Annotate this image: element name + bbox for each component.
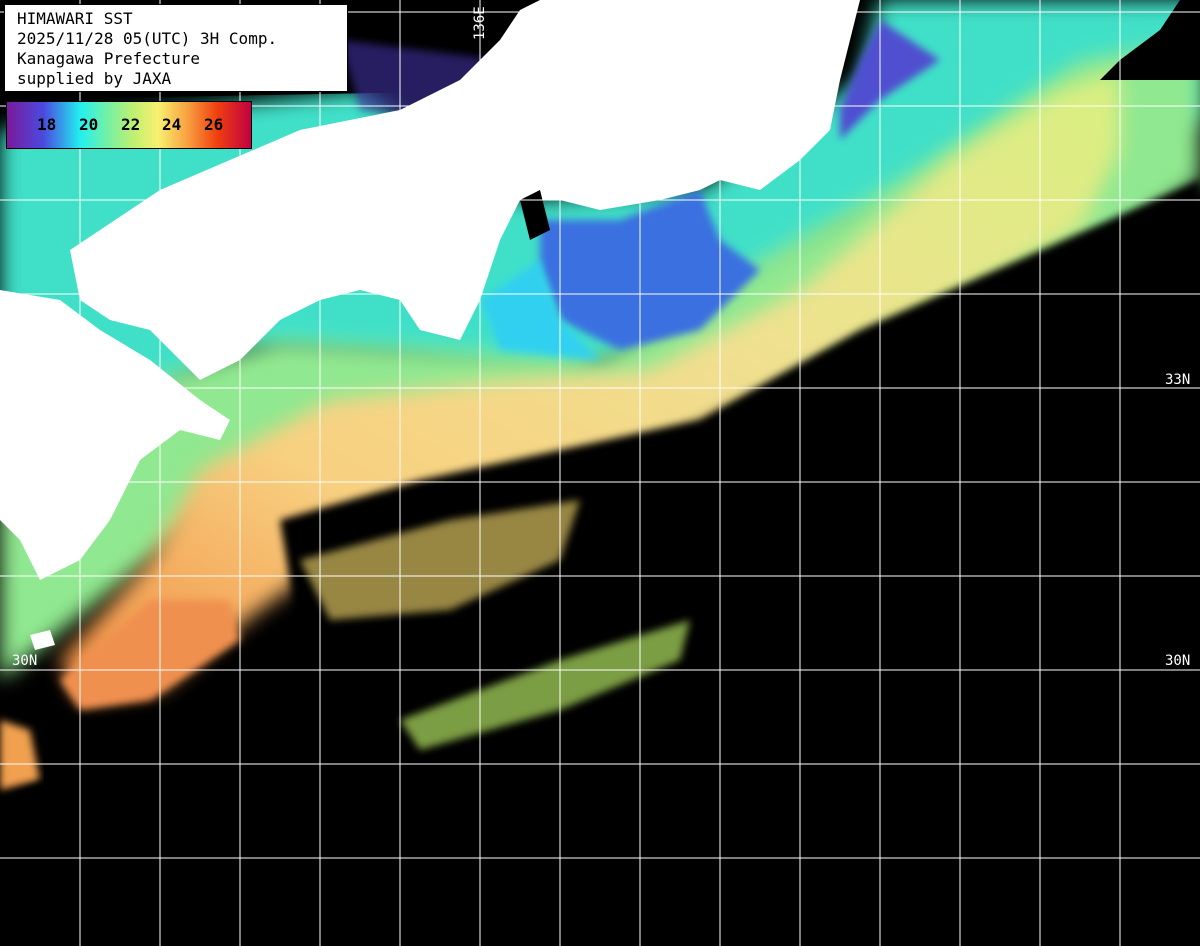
scale-tick: 22	[121, 115, 141, 134]
title-line: HIMAWARI SST	[17, 9, 133, 28]
warm-core	[60, 600, 240, 710]
land-honshu	[70, 0, 860, 380]
southwest-warm-patch	[0, 720, 40, 790]
northeast-cold-water	[840, 20, 940, 140]
patchy-warm-water	[300, 500, 580, 620]
land-island	[30, 630, 55, 650]
scale-tick: 24	[162, 115, 182, 134]
patchy-green-water	[400, 620, 690, 750]
scale-tick: 20	[79, 115, 99, 134]
lon-label-136e: 136E	[472, 6, 488, 40]
title-box: HIMAWARI SST 2025/11/28 05(UTC) 3H Comp. K…	[4, 4, 348, 92]
credit-line: supplied by JAXA	[17, 69, 172, 88]
bay-cold-water	[540, 190, 760, 350]
land-northeast	[1100, 0, 1200, 80]
bay-cyan-water	[480, 260, 600, 360]
land-shikoku	[0, 290, 230, 580]
lat-label-30n-left: 30N	[12, 653, 38, 669]
scale-tick: 18	[37, 115, 57, 134]
datetime-line: 2025/11/28 05(UTC) 3H Comp.	[17, 29, 278, 48]
scale-tick: 26	[204, 115, 224, 134]
cloud-gap	[0, 180, 1200, 946]
lat-label-33-left: 33	[10, 372, 27, 388]
region-line: Kanagawa Prefecture	[17, 49, 201, 68]
lat-label-30n: 30N	[1165, 653, 1191, 669]
lat-label-33n: 33N	[1165, 372, 1191, 388]
land-kii-coast	[520, 190, 550, 240]
color-scale-bar: 18 20 22 24 26	[6, 101, 252, 149]
